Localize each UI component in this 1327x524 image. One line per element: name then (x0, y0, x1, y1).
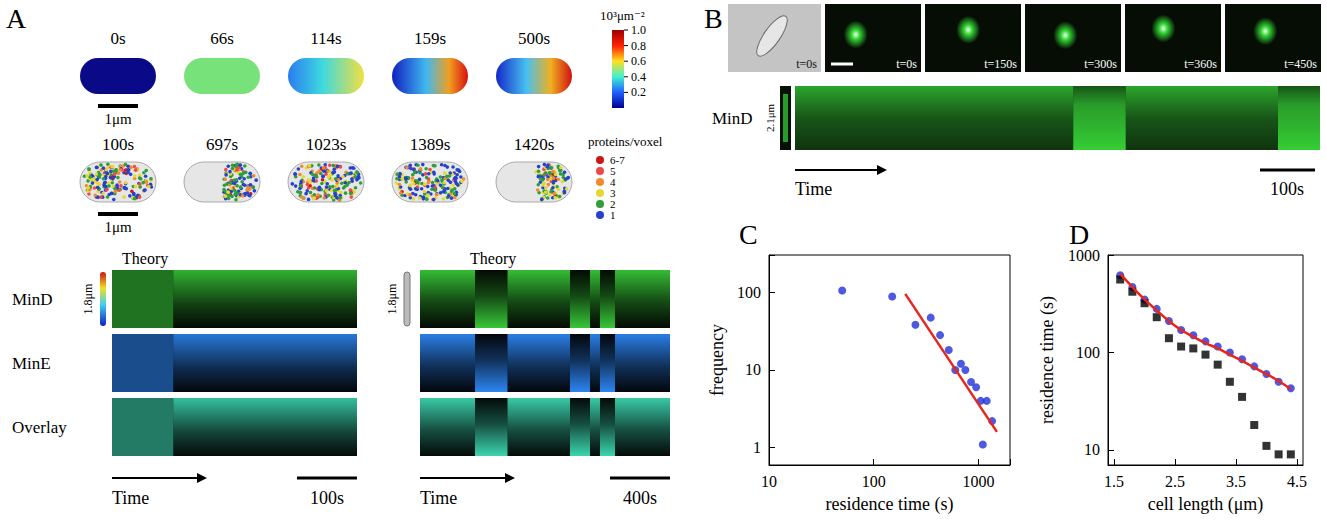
svg-text:cell length (μm): cell length (μm) (1148, 494, 1264, 515)
svg-text:100s: 100s (310, 488, 344, 508)
svg-text:proteins/voxel: proteins/voxel (588, 134, 663, 149)
svg-text:D: D (1069, 219, 1089, 250)
svg-text:100s: 100s (1270, 179, 1304, 199)
svg-text:2.1μm: 2.1μm (764, 103, 776, 132)
svg-text:6-7: 6-7 (610, 154, 625, 166)
svg-text:10: 10 (1084, 441, 1100, 458)
svg-text:100: 100 (1076, 344, 1100, 361)
svg-text:0.2: 0.2 (631, 85, 646, 99)
svg-text:frequency: frequency (707, 324, 727, 396)
svg-text:1μm: 1μm (104, 111, 132, 127)
svg-text:B: B (704, 3, 723, 34)
svg-text:2.5: 2.5 (1165, 473, 1185, 490)
svg-text:0s: 0s (110, 29, 125, 48)
svg-text:5: 5 (610, 165, 616, 177)
svg-text:1420s: 1420s (514, 135, 555, 154)
svg-text:3: 3 (610, 187, 616, 199)
svg-text:t=300s: t=300s (1084, 57, 1117, 71)
svg-text:1: 1 (610, 209, 616, 221)
svg-text:4.5: 4.5 (1287, 473, 1307, 490)
svg-text:697s: 697s (206, 135, 238, 154)
svg-text:1μm: 1μm (104, 219, 132, 235)
svg-text:2: 2 (610, 198, 616, 210)
svg-text:1.5: 1.5 (1104, 473, 1124, 490)
svg-text:residence time (s): residence time (s) (826, 494, 954, 515)
svg-text:10: 10 (745, 361, 761, 378)
svg-text:0.4: 0.4 (631, 70, 646, 84)
svg-text:100: 100 (737, 284, 761, 301)
svg-text:Theory: Theory (122, 250, 168, 268)
svg-text:0.6: 0.6 (631, 54, 646, 68)
svg-text:t=150s: t=150s (984, 57, 1017, 71)
svg-text:0.8: 0.8 (631, 39, 646, 53)
svg-text:Time: Time (795, 179, 832, 199)
svg-text:Theory: Theory (470, 250, 516, 268)
svg-text:t=450s: t=450s (1284, 57, 1317, 71)
svg-text:A: A (6, 3, 27, 34)
svg-text:100s: 100s (102, 135, 134, 154)
svg-text:100: 100 (862, 473, 886, 490)
svg-text:Time: Time (420, 488, 457, 508)
svg-text:10³μm⁻²: 10³μm⁻² (600, 8, 645, 23)
svg-text:500s: 500s (518, 29, 550, 48)
svg-text:400s: 400s (623, 488, 657, 508)
svg-text:1023s: 1023s (306, 135, 347, 154)
svg-text:MinD: MinD (712, 109, 753, 128)
svg-text:Overlay: Overlay (12, 418, 67, 437)
svg-text:1389s: 1389s (410, 135, 451, 154)
svg-text:1000: 1000 (962, 473, 994, 490)
svg-text:1.8μm: 1.8μm (81, 283, 95, 314)
svg-text:1.8μm: 1.8μm (385, 283, 399, 314)
svg-text:t=0s: t=0s (796, 57, 817, 71)
svg-text:4: 4 (610, 176, 616, 188)
svg-text:residence time (s): residence time (s) (1037, 296, 1058, 424)
svg-text:3.5: 3.5 (1226, 473, 1246, 490)
svg-text:114s: 114s (310, 29, 342, 48)
svg-text:t=360s: t=360s (1184, 57, 1217, 71)
svg-text:1.0: 1.0 (631, 23, 646, 37)
svg-text:1000: 1000 (1068, 246, 1100, 264)
svg-text:66s: 66s (210, 29, 234, 48)
svg-text:t=0s: t=0s (896, 57, 917, 71)
svg-text:MinE: MinE (12, 354, 51, 373)
svg-text:C: C (739, 219, 758, 250)
svg-text:Time: Time (112, 488, 149, 508)
svg-text:1: 1 (753, 439, 761, 456)
svg-text:159s: 159s (414, 29, 446, 48)
svg-text:MinD: MinD (12, 290, 53, 309)
svg-text:10: 10 (761, 473, 777, 490)
